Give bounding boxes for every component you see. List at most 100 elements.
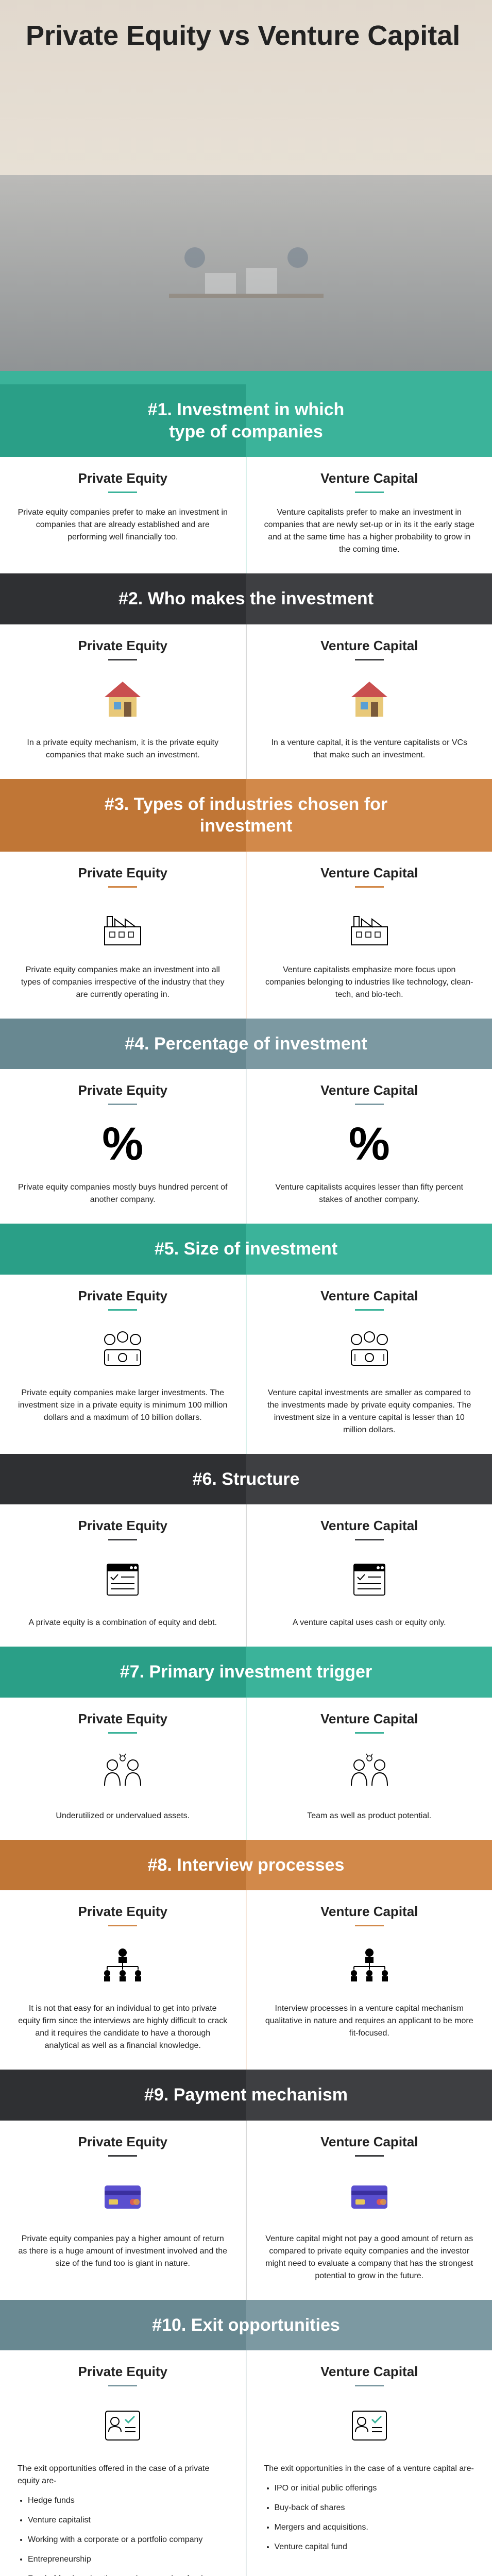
vc-list: IPO or initial public offeringsBuy-back …	[264, 2482, 475, 2553]
vc-underline	[355, 492, 384, 493]
orgchart-icon	[18, 1940, 228, 1991]
pe-text: It is not that easy for an individual to…	[18, 2003, 228, 2052]
pe-underline	[108, 1732, 137, 1734]
pe-column: Private Equity It is not that easy for a…	[0, 1890, 247, 2070]
pe-text: Underutilized or undervalued assets.	[18, 1810, 228, 1822]
pe-column: Private Equity % Private equity companie…	[0, 1069, 247, 1224]
house-icon	[18, 674, 228, 725]
vc-underline	[355, 1925, 384, 1926]
comparison-row-8: Private Equity It is not that easy for a…	[0, 1890, 492, 2070]
vc-header: Venture Capital	[264, 865, 475, 881]
pe-text: Private equity companies pay a higher am…	[18, 2233, 228, 2270]
pe-header: Private Equity	[18, 2364, 228, 2380]
pe-underline	[108, 2155, 137, 2157]
pe-text: Private equity companies make an investm…	[18, 964, 228, 1001]
pe-column: Private Equity Private equity companies …	[0, 457, 247, 573]
pe-underline	[108, 659, 137, 660]
vc-column: Venture Capital Venture capital might no…	[247, 2121, 492, 2300]
vc-header: Venture Capital	[264, 1518, 475, 1534]
pe-header: Private Equity	[18, 1711, 228, 1727]
vc-column: Venture Capital Venture capitalists pref…	[247, 457, 492, 573]
comparison-row-3: Private Equity Private equity companies …	[0, 852, 492, 1019]
pe-text: A private equity is a combination of equ…	[18, 1617, 228, 1629]
pe-text: In a private equity mechanism, it is the…	[18, 737, 228, 761]
section-title: #1. Investment in whichtype of companies	[148, 400, 345, 442]
team-icon	[18, 1747, 228, 1799]
section-header-4: #4. Percentage of investment	[0, 1019, 492, 1070]
section-header-7: #7. Primary investment trigger	[0, 1647, 492, 1698]
section-title: #4. Percentage of investment	[125, 1034, 367, 1054]
pe-header: Private Equity	[18, 1904, 228, 1920]
vc-header: Venture Capital	[264, 2364, 475, 2380]
list-item: Buy-back of shares	[275, 2502, 475, 2514]
comparison-row-7: Private Equity Underutilized or underval…	[0, 1698, 492, 1840]
section-title: #10. Exit opportunities	[152, 2315, 340, 2335]
main-title: Private Equity vs Venture Capital	[26, 21, 466, 51]
vc-text: Venture capitalists prefer to make an in…	[264, 506, 475, 556]
vc-column: Venture Capital The exit opportunities i…	[247, 2350, 492, 2576]
pe-underline	[108, 1104, 137, 1105]
vc-column: Venture Capital Interview processes in a…	[247, 1890, 492, 2070]
pe-header: Private Equity	[18, 1082, 228, 1098]
list-item: Venture capitalist	[28, 2514, 228, 2527]
pe-column: Private Equity A private equity is a com…	[0, 1504, 247, 1647]
comparison-row-5: Private Equity Private equity companies …	[0, 1275, 492, 1454]
list-item: Working with a corporate or a portfolio …	[28, 2534, 228, 2546]
pe-header: Private Equity	[18, 2134, 228, 2150]
percent-icon: %	[18, 1118, 228, 1170]
list-item: Fund of funds or in other words, seconda…	[28, 2573, 228, 2576]
pe-column: Private Equity In a private equity mecha…	[0, 624, 247, 779]
vc-text: Team as well as product potential.	[264, 1810, 475, 1822]
card-icon	[18, 2170, 228, 2222]
pe-underline	[108, 886, 137, 888]
accent-bar	[0, 371, 492, 384]
vc-underline	[355, 886, 384, 888]
comparison-row-9: Private Equity Private equity companies …	[0, 2121, 492, 2300]
pe-column: Private Equity Private equity companies …	[0, 852, 247, 1019]
section-header-8: #8. Interview processes	[0, 1840, 492, 1891]
vc-text: Venture capital investments are smaller …	[264, 1387, 475, 1436]
section-header-3: #3. Types of industries chosen forinvest…	[0, 779, 492, 852]
vc-column: Venture Capital Venture capitalists emph…	[247, 852, 492, 1019]
vc-header: Venture Capital	[264, 1082, 475, 1098]
vc-underline	[355, 2155, 384, 2157]
vc-column: Venture Capital A venture capital uses c…	[247, 1504, 492, 1647]
section-title: #8. Interview processes	[148, 1855, 345, 1875]
list-item: Hedge funds	[28, 2495, 228, 2507]
pe-header: Private Equity	[18, 865, 228, 881]
vc-header: Venture Capital	[264, 1711, 475, 1727]
section-title: #6. Structure	[193, 1469, 300, 1489]
vc-header: Venture Capital	[264, 1288, 475, 1304]
comparison-row-4: Private Equity % Private equity companie…	[0, 1069, 492, 1224]
list-item: Entrepreneurship	[28, 2553, 228, 2566]
card-icon	[264, 2170, 475, 2222]
vc-underline	[355, 1539, 384, 1540]
list-item: Mergers and acquisitions.	[275, 2521, 475, 2534]
vc-text: Interview processes in a venture capital…	[264, 2003, 475, 2040]
infographic-container: Private Equity vs Venture Capital #1. In…	[0, 0, 492, 2576]
comparison-row-2: Private Equity In a private equity mecha…	[0, 624, 492, 779]
vc-header: Venture Capital	[264, 2134, 475, 2150]
list-item: Venture capital fund	[275, 2541, 475, 2553]
vc-column: Venture Capital In a venture capital, it…	[247, 624, 492, 779]
comparison-row-10: Private Equity The exit opportunities of…	[0, 2350, 492, 2576]
profile-icon	[18, 2400, 228, 2451]
vc-underline	[355, 1309, 384, 1311]
house-icon	[264, 674, 475, 725]
pe-text: Private equity companies make larger inv…	[18, 1387, 228, 1424]
pe-column: Private Equity Private equity companies …	[0, 1275, 247, 1454]
section-title: #5. Size of investment	[155, 1239, 337, 1259]
team-icon	[264, 1747, 475, 1799]
section-title: #3. Types of industries chosen forinvest…	[105, 794, 387, 836]
vc-underline	[355, 1104, 384, 1105]
vc-header: Venture Capital	[264, 470, 475, 486]
vc-header: Venture Capital	[264, 1904, 475, 1920]
vc-text: Venture capitalists emphasize more focus…	[264, 964, 475, 1001]
vc-underline	[355, 659, 384, 660]
factory-icon	[18, 901, 228, 953]
vc-column: Venture Capital Team as well as product …	[247, 1698, 492, 1840]
section-title: #9. Payment mechanism	[144, 2085, 348, 2105]
section-header-5: #5. Size of investment	[0, 1224, 492, 1275]
vc-text: In a venture capital, it is the venture …	[264, 737, 475, 761]
pe-list: Hedge funds Venture capitalist Working wit…	[18, 2495, 228, 2576]
